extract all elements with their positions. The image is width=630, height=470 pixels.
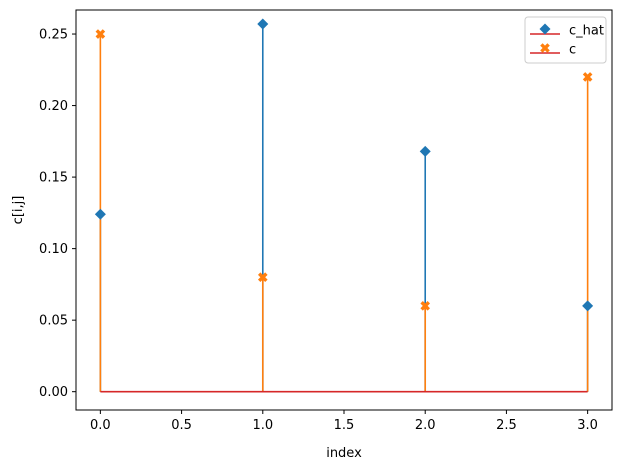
marker-c-3: [582, 72, 593, 82]
x-tick-label: 2.5: [496, 418, 517, 433]
x-tick-label: 3.0: [577, 418, 598, 433]
legend-item-c: c: [530, 43, 576, 58]
marker-c_hat-1: [257, 18, 269, 30]
y-tick-label: 0.10: [39, 242, 68, 257]
legend-marker-c: [540, 43, 550, 53]
x-axis-ticks: 0.0 0.5 1.0 1.5 2.0 2.5 3.0: [90, 410, 598, 433]
legend-marker-c_hat: [539, 23, 551, 35]
marker-c-1: [257, 272, 268, 283]
marker-c-2: [420, 301, 431, 311]
y-tick-label: 0.05: [39, 314, 68, 329]
x-tick-label: 0.5: [171, 418, 192, 433]
legend-label: c_hat: [569, 24, 604, 39]
y-tick-label: 0.15: [39, 171, 68, 186]
marker-c_hat-0: [94, 208, 106, 220]
legend-label: c: [569, 43, 576, 58]
x-tick-label: 0.0: [90, 418, 111, 433]
marker-c_hat-3: [582, 300, 594, 312]
legend-item-c_hat: c_hat: [530, 23, 604, 39]
y-tick-label: 0.20: [39, 99, 68, 114]
stem-markers: [94, 18, 594, 312]
marker-c_hat-2: [419, 145, 431, 157]
x-tick-label: 2.0: [415, 418, 436, 433]
y-axis-label: c[i,j]: [11, 196, 26, 225]
marker-c-0: [95, 29, 106, 39]
y-tick-label: 0.25: [39, 28, 68, 43]
y-tick-label: 0.00: [39, 385, 68, 400]
x-tick-label: 1.5: [334, 418, 355, 433]
y-axis-ticks: 0.00 0.05 0.10 0.15 0.20 0.25: [39, 28, 76, 400]
x-axis-label: index: [326, 446, 362, 461]
x-tick-label: 1.0: [252, 418, 273, 433]
